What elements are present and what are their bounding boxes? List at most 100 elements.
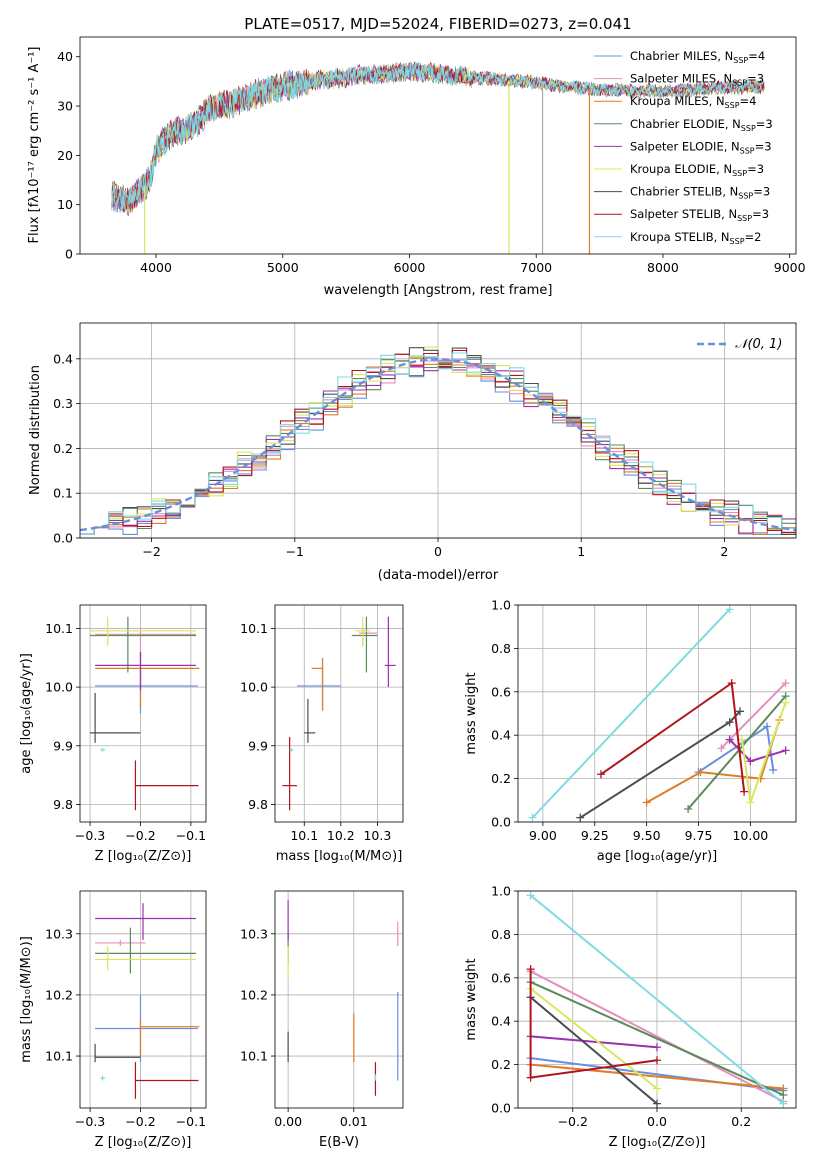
series-marker [735, 707, 744, 716]
y-tick-label: 10.2 [45, 987, 73, 1002]
series-marker [738, 735, 747, 744]
series-marker [653, 1099, 661, 1108]
x-tick-label: 10.1 [290, 828, 318, 843]
spectrum-line [111, 62, 765, 212]
x-tick-label: −0.1 [176, 1114, 206, 1129]
x-axis-label: Z [log₁₀(Z/Z⊙)] [95, 1135, 192, 1150]
series-line [529, 987, 658, 1090]
y-tick-label: 30 [57, 99, 73, 114]
y-tick-label: 0.4 [491, 728, 511, 743]
series-marker [740, 787, 749, 796]
y-tick-label: 10.3 [240, 926, 268, 941]
y-tick-label: 9.9 [248, 738, 268, 753]
legend-label: Kroupa ELODIE, NSSP=3 [630, 162, 764, 178]
series-line [531, 608, 731, 819]
legend-label: Chabrier MILES, NSSP=4 [630, 49, 765, 65]
errorbar-point [296, 666, 341, 711]
x-tick-label: −0.3 [75, 828, 105, 843]
errorbar-point [90, 616, 196, 673]
y-tick-label: 9.9 [53, 738, 73, 753]
errorbar-point [95, 946, 196, 971]
x-tick-label: −0.2 [125, 1114, 155, 1129]
y-tick-label: 10.1 [45, 1049, 73, 1064]
x-tick-label: 10.3 [363, 828, 391, 843]
residual-xlabel: (data-model)/error [378, 568, 499, 583]
y-tick-label: 0.6 [491, 970, 511, 985]
legend-label: Chabrier ELODIE, NSSP=3 [630, 117, 773, 133]
series-marker [781, 746, 790, 755]
y-tick-label: 0.2 [491, 771, 511, 786]
series-marker [746, 757, 755, 766]
series-marker [696, 768, 705, 777]
y-tick-label: 10.1 [240, 1049, 268, 1064]
mass-vs-metallicity-panel: −0.3 −0.2 −0.1 10.1 10.2 10.3 Z [log₁₀(Z/Z⊙)] m… [19, 890, 207, 1150]
y-tick-label: 10.0 [240, 680, 268, 695]
y-tick-label: 0 [65, 247, 73, 262]
legend-label: Kroupa STELIB, NSSP=2 [630, 230, 761, 246]
series-line [530, 981, 784, 1096]
x-tick-label: 4000 [140, 260, 172, 275]
series-line [687, 695, 787, 810]
axes-frame [274, 604, 404, 823]
errorbar-point [134, 760, 199, 811]
x-tick-label: 9.25 [581, 828, 609, 843]
x-tick-label: 9.50 [633, 828, 661, 843]
x-axis-label: mass [log₁₀(M/M⊙)] [276, 849, 403, 864]
x-tick-label: 10.00 [732, 828, 768, 843]
y-tick-label: 9.8 [53, 797, 73, 812]
x-tick-label: −2 [142, 544, 160, 559]
series-marker [717, 744, 726, 753]
spectrum-title: PLATE=0517, MJD=52024, FIBERID=0273, z=0… [244, 15, 631, 33]
errorbar-point [95, 628, 196, 664]
x-tick-label: 9.00 [529, 828, 557, 843]
errorbar-point [100, 1075, 106, 1081]
spectrum-lines [111, 60, 765, 254]
x-tick-label: 10.2 [327, 828, 355, 843]
residual-ylabel: Normed distribution [28, 365, 43, 495]
age-vs-mass-panel: 10.1 10.2 10.3 9.8 9.9 10.0 10.1 mass [log₁₀(M/… [240, 604, 404, 864]
series-marker [779, 1090, 788, 1099]
errorbar-point [282, 736, 297, 811]
x-tick-label: 0.0 [647, 1114, 667, 1129]
series-line [720, 682, 787, 749]
series-line [530, 1063, 784, 1090]
series-marker [684, 804, 693, 813]
errorbar-point [95, 651, 200, 708]
x-tick-label: −0.2 [558, 1114, 588, 1129]
gaussian-curve [79, 358, 797, 532]
y-tick-label: 1.0 [491, 598, 511, 613]
spectrum-legend: Chabrier MILES, NSSP=4 Salpeter MILES, NS… [594, 49, 773, 246]
spectrum-ylabel: Flux [fλ10⁻¹⁷ erg cm⁻² s⁻¹ A⁻¹] [27, 47, 42, 244]
errorbar-point [384, 616, 396, 688]
series-marker [653, 1056, 661, 1065]
y-tick-label: 0.6 [491, 684, 511, 699]
errorbar-point [95, 939, 146, 947]
y-tick-label: 0.2 [53, 441, 73, 456]
x-tick-label: 9.75 [685, 828, 713, 843]
x-tick-label: 0.00 [274, 1114, 302, 1129]
x-tick-label: 1 [577, 544, 585, 559]
legend-gaussian-label: 𝒩(0, 1) [735, 337, 782, 352]
x-tick-label: 7000 [520, 260, 552, 275]
residual-legend: 𝒩(0, 1) [697, 337, 782, 352]
y-tick-label: 0.0 [491, 815, 511, 830]
errorbar-point [90, 616, 196, 647]
y-tick-label: 0.1 [53, 486, 73, 501]
y-tick-label: 0.3 [53, 396, 73, 411]
weight-vs-metallicity-panel: −0.2 0.0 0.2 0.0 0.2 0.4 0.6 0.8 1.0 Z [log₁₀(Z/Z… [464, 884, 797, 1150]
x-tick-label: 8000 [647, 260, 679, 275]
y-tick-label: 10.1 [240, 621, 268, 636]
y-axis-label: mass [log₁₀(M/M⊙)] [19, 936, 34, 1063]
y-tick-label: 0.8 [491, 641, 511, 656]
spectrum-panel: PLATE=0517, MJD=52024, FIBERID=0273, z=0… [27, 15, 806, 298]
legend-label: Salpeter ELODIE, NSSP=3 [630, 139, 772, 155]
series-marker [526, 1073, 535, 1082]
x-tick-label: −0.1 [176, 828, 206, 843]
errorbar-point [351, 616, 378, 673]
y-tick-label: 40 [57, 49, 73, 64]
series-line [529, 996, 658, 1105]
mass-vs-ebv-panel: 0.00 0.01 10.1 10.2 10.3 E(B-V) [240, 890, 404, 1150]
x-tick-label: 9000 [774, 260, 806, 275]
errorbar-point [139, 1019, 200, 1057]
